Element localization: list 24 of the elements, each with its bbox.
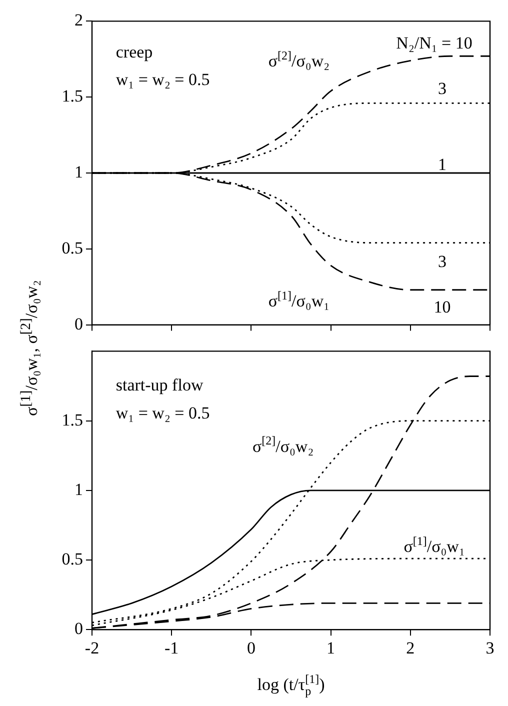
x-tick-label: -1 (164, 638, 179, 658)
y-tick-label: 0 (74, 619, 83, 638)
annotation: N₂/N₁ = 10 (396, 33, 472, 52)
x-tick-label: 1 (326, 638, 336, 658)
y-tick-label: 0.5 (62, 549, 83, 568)
annotation: w₁ = w₂ = 0.5 (116, 70, 210, 89)
y-tick-label: 0 (74, 314, 83, 334)
y-tick-label: 1 (74, 162, 83, 182)
annotation: w₁ = w₂ = 0.5 (116, 403, 210, 422)
x-tick-label: 3 (486, 638, 494, 658)
x-tick-label: 2 (406, 638, 415, 658)
y-tick-label: 2 (74, 10, 83, 30)
annotation: creep (116, 42, 153, 62)
annotation: 3 (438, 78, 446, 98)
y-tick-label: 0.5 (62, 238, 83, 258)
annotation: start-up flow (116, 376, 204, 395)
annotation: 1 (438, 154, 446, 174)
annotation: 3 (438, 252, 446, 272)
x-tick-label: -2 (84, 638, 100, 658)
y-tick-label: 1 (74, 480, 83, 499)
y-tick-label: 1.5 (62, 86, 83, 106)
x-tick-label: 0 (246, 638, 256, 658)
y-tick-label: 1.5 (62, 410, 83, 430)
annotation: 10 (434, 298, 451, 317)
